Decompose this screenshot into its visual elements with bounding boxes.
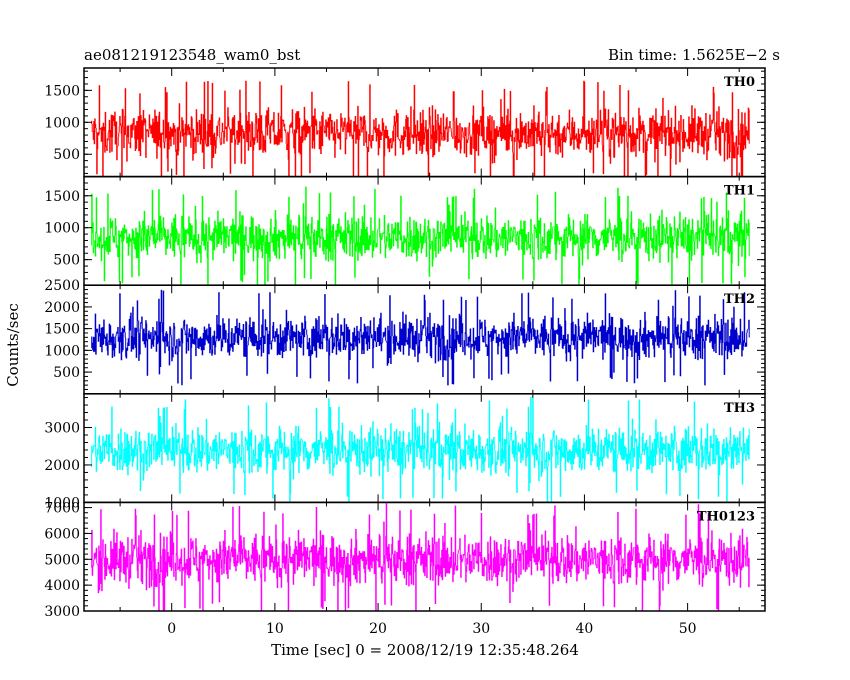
y-tick-label: 1000 xyxy=(44,495,80,511)
series-th1 xyxy=(91,186,750,286)
panel-label: TH0 xyxy=(724,75,755,90)
panel-label: TH2 xyxy=(724,292,755,307)
y-tick-label: 3000 xyxy=(44,604,80,620)
x-tick-label: 50 xyxy=(679,621,697,637)
y-tick-label: 4000 xyxy=(44,578,80,594)
y-tick-label: 500 xyxy=(53,253,80,269)
x-axis-label: Time [sec] 0 = 2008/12/19 12:35:48.264 xyxy=(271,641,579,659)
panel-th1: 500 1000 1500 TH1 xyxy=(44,175,766,286)
series-th0123 xyxy=(91,503,750,611)
series-th2 xyxy=(91,289,750,386)
panels-group: 500 1000 1500 TH0 500 1000 1500 TH1 500 1000 1500 2… xyxy=(44,67,766,620)
x-tick-label: 0 xyxy=(167,621,176,637)
x-tick-label: 30 xyxy=(472,621,490,637)
y-tick-label: 7000 xyxy=(44,501,80,517)
y-tick-label: 1000 xyxy=(44,115,80,131)
y-tick-label: 2000 xyxy=(44,300,80,316)
y-tick-label: 6000 xyxy=(44,526,80,542)
panel-label: TH3 xyxy=(724,401,755,416)
x-tick-label: 40 xyxy=(576,621,594,637)
x-tick-label: 20 xyxy=(369,621,387,637)
panel-th3: 1000 2000 3000 TH3 xyxy=(44,393,766,511)
y-axis-label: Counts/sec xyxy=(4,303,22,387)
y-tick-label: 1500 xyxy=(44,83,80,99)
chart-right-title: Bin time: 1.5625E−2 s xyxy=(608,46,780,64)
y-tick-label: 5000 xyxy=(44,552,80,568)
x-axis: 0 10 20 30 40 50 xyxy=(167,621,696,637)
y-tick-label: 3000 xyxy=(44,421,80,437)
y-tick-label: 500 xyxy=(53,147,80,163)
y-tick-label: 1500 xyxy=(44,322,80,338)
panel-th0123: 3000 4000 5000 6000 7000 TH0123 xyxy=(44,501,766,620)
y-tick-label: 1000 xyxy=(44,221,80,237)
panel-th2: 500 1000 1500 2000 2500 TH2 xyxy=(44,278,766,395)
series-th3 xyxy=(91,396,750,503)
y-tick-label: 1500 xyxy=(44,189,80,205)
y-tick-label: 500 xyxy=(53,365,80,381)
y-tick-label: 2500 xyxy=(44,278,80,294)
chart-left-title: ae081219123548_wam0_bst xyxy=(84,46,300,64)
x-tick-label: 10 xyxy=(266,621,284,637)
y-tick-label: 1000 xyxy=(44,343,80,359)
series-th0 xyxy=(91,80,750,177)
y-tick-label: 2000 xyxy=(44,458,80,474)
panel-th0: 500 1000 1500 TH0 xyxy=(44,67,766,178)
panel-label: TH1 xyxy=(724,184,755,199)
panel-label: TH0123 xyxy=(697,509,755,524)
panel-frame xyxy=(83,501,766,612)
